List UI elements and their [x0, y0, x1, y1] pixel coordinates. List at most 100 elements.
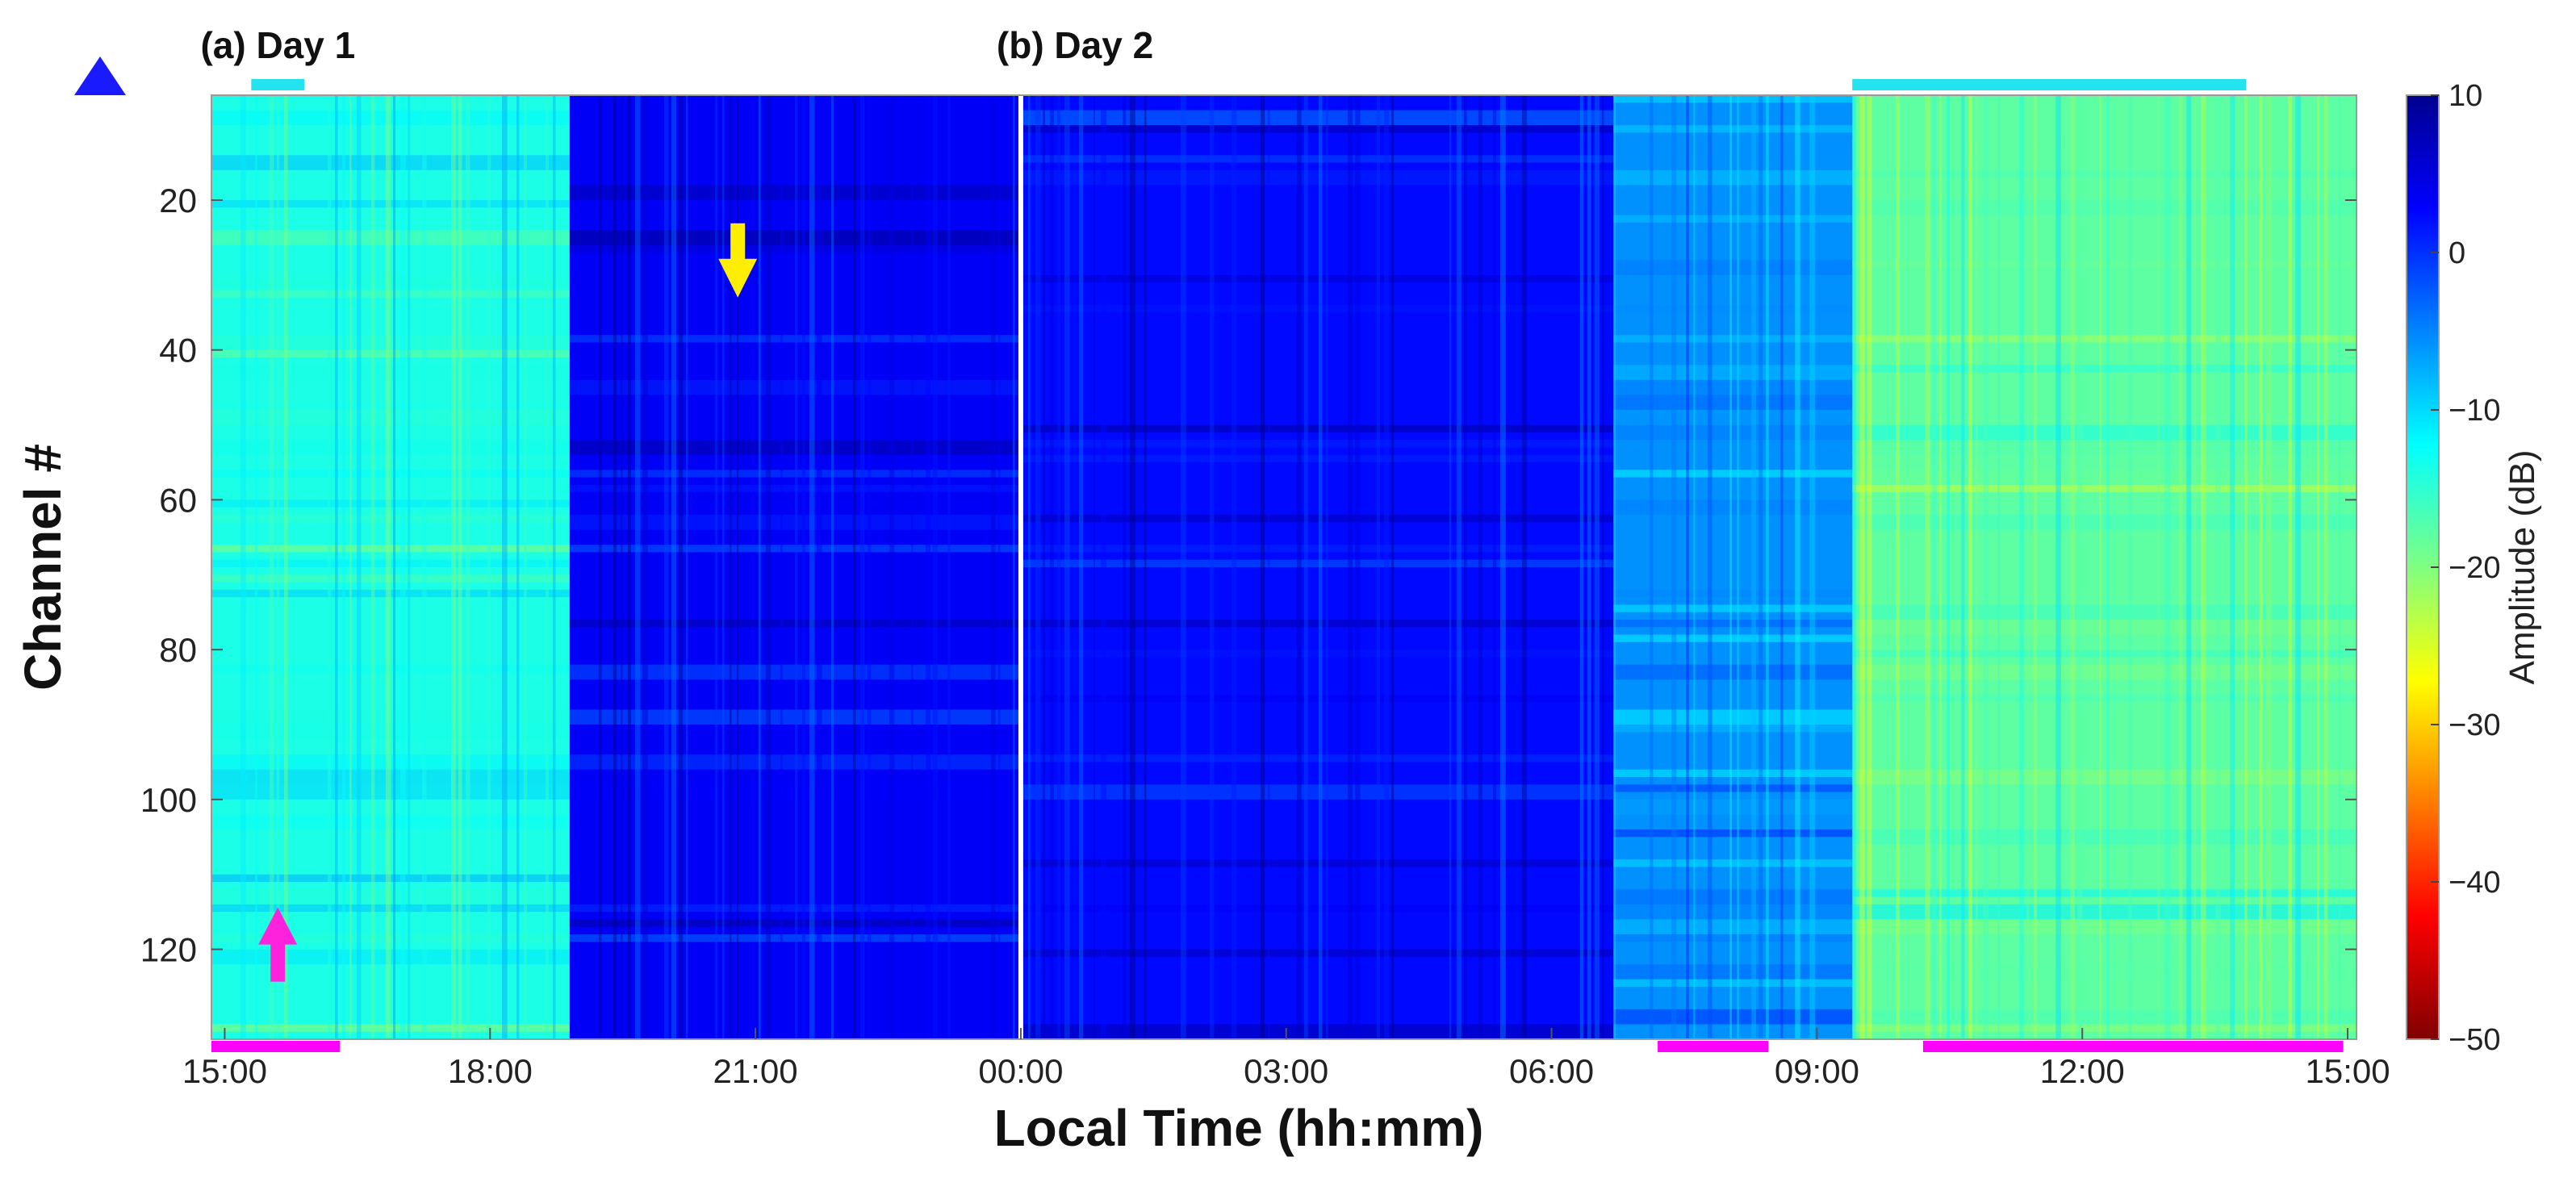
time-streak — [947, 95, 951, 1039]
y-tick-label: 80 — [159, 631, 197, 669]
time-streak — [997, 95, 1001, 1039]
magenta-bars — [211, 1041, 2344, 1052]
time-streak — [255, 95, 258, 1039]
time-streak — [1708, 95, 1712, 1039]
heatmap-region — [211, 95, 570, 1039]
channel-streak — [1613, 499, 1853, 515]
channel-streak — [1852, 694, 2356, 703]
channel-streak — [1613, 335, 1853, 343]
cyan-bar — [1852, 79, 2246, 90]
channel-streak — [211, 784, 570, 800]
channel-streak — [1020, 169, 1614, 186]
time-streak — [342, 95, 345, 1039]
channel-streak — [1613, 904, 1853, 920]
channel-streak — [1020, 515, 1614, 523]
time-streak — [2099, 95, 2101, 1039]
time-streak — [1613, 95, 1616, 1039]
time-streak — [801, 95, 806, 1039]
channel-streak — [569, 545, 1021, 553]
channel-streak — [569, 515, 1021, 530]
time-streak — [1737, 95, 1739, 1039]
channel-streak — [1020, 904, 1614, 913]
channel-streak — [211, 889, 570, 904]
channel-streak — [211, 110, 570, 126]
channel-streak — [569, 185, 1021, 200]
time-streak — [1947, 95, 1951, 1039]
channel-streak — [1613, 379, 1853, 395]
time-streak — [1260, 95, 1265, 1039]
channel-streak — [1613, 620, 1853, 628]
channel-streak — [1020, 110, 1614, 126]
time-streak — [2317, 95, 2319, 1039]
time-streak — [1347, 95, 1353, 1039]
time-streak — [1671, 95, 1677, 1039]
channel-streak — [1020, 784, 1614, 800]
time-streak — [1012, 95, 1015, 1039]
time-streak — [1049, 95, 1054, 1039]
time-streak — [1325, 95, 1328, 1039]
channel-streak — [211, 440, 570, 455]
time-streak — [1093, 95, 1095, 1039]
time-streak — [867, 95, 872, 1039]
channel-streak — [1020, 440, 1614, 448]
channel-streak — [1852, 1009, 2356, 1025]
time-streak — [1064, 95, 1070, 1039]
region-fill — [1613, 95, 1853, 1039]
channel-streak — [1020, 1024, 1614, 1039]
time-streak — [1751, 95, 1757, 1039]
channel-streak — [569, 904, 1021, 913]
time-streak — [736, 95, 739, 1039]
channel-streak — [211, 349, 570, 357]
channel-streak — [1852, 620, 2356, 635]
time-streak — [642, 95, 648, 1039]
channel-streak — [1613, 410, 1853, 425]
channel-streak — [1613, 95, 1853, 103]
channel-streak — [211, 230, 570, 245]
time-streak — [1594, 95, 1600, 1039]
time-streak — [1587, 95, 1591, 1039]
channel-streak — [1613, 934, 1853, 942]
channel-streak — [1852, 140, 2356, 148]
time-streak — [678, 95, 684, 1039]
time-streak — [284, 95, 288, 1039]
channel-streak — [1613, 365, 1853, 380]
time-streak — [1492, 95, 1497, 1039]
time-streak — [1056, 95, 1060, 1039]
time-streak — [270, 95, 274, 1039]
time-streak — [1042, 95, 1046, 1039]
x-tick-label: 06:00 — [1509, 1052, 1594, 1090]
channel-streak — [569, 440, 1021, 455]
channel-streak — [211, 559, 570, 567]
panel-label: (a) Day 1 — [200, 24, 355, 66]
channel-streak — [1613, 964, 1853, 980]
channel-streak — [1852, 515, 2356, 530]
time-streak — [2019, 95, 2024, 1039]
time-streak — [1896, 95, 1900, 1039]
channel-streak — [1852, 424, 2356, 441]
time-streak — [1961, 95, 1965, 1039]
time-streak — [240, 95, 246, 1039]
channel-streak — [1613, 305, 1853, 313]
channel-streak — [211, 725, 570, 740]
channel-streak — [569, 919, 1021, 927]
time-streak — [1499, 95, 1506, 1039]
time-streak — [2230, 95, 2235, 1039]
channel-streak — [211, 574, 570, 583]
channel-streak — [211, 335, 570, 350]
time-streak — [487, 95, 491, 1039]
channel-streak — [1613, 889, 1853, 904]
channel-streak — [211, 709, 570, 725]
channel-streak — [1613, 709, 1853, 725]
channel-streak — [569, 484, 1021, 493]
channel-streak — [1852, 200, 2356, 215]
channel-streak — [211, 499, 570, 508]
channel-streak — [211, 664, 570, 672]
cyan-bar — [251, 79, 305, 90]
channel-streak — [1613, 919, 1853, 934]
x-tick-label: 15:00 — [182, 1052, 267, 1090]
channel-streak — [1613, 169, 1853, 186]
channel-streak — [211, 365, 570, 380]
time-streak — [2259, 95, 2263, 1039]
time-streak — [932, 95, 939, 1039]
time-streak — [1354, 95, 1361, 1039]
